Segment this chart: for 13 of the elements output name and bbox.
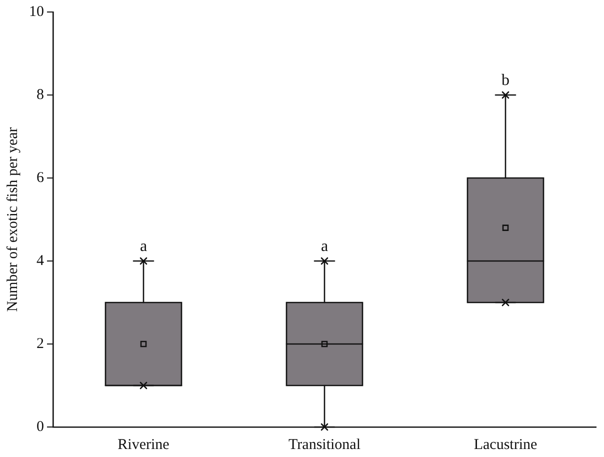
x-tick-label: Riverine — [118, 436, 170, 453]
y-tick-label: 0 — [36, 418, 44, 435]
y-axis-title: Number of exotic fish per year — [4, 127, 21, 312]
annotation: a — [320, 238, 328, 256]
annotation: a — [140, 238, 148, 256]
x-tick-label: Lacustrine — [474, 436, 538, 453]
x-tick-label: Transitional — [288, 436, 360, 453]
annotation: b — [502, 72, 510, 90]
y-tick-label: 6 — [36, 170, 44, 186]
y-tick-label: 10 — [29, 4, 44, 20]
y-tick-label: 8 — [36, 86, 44, 103]
y-tick-label: 4 — [36, 252, 44, 269]
y-tick-label: 2 — [36, 336, 44, 352]
